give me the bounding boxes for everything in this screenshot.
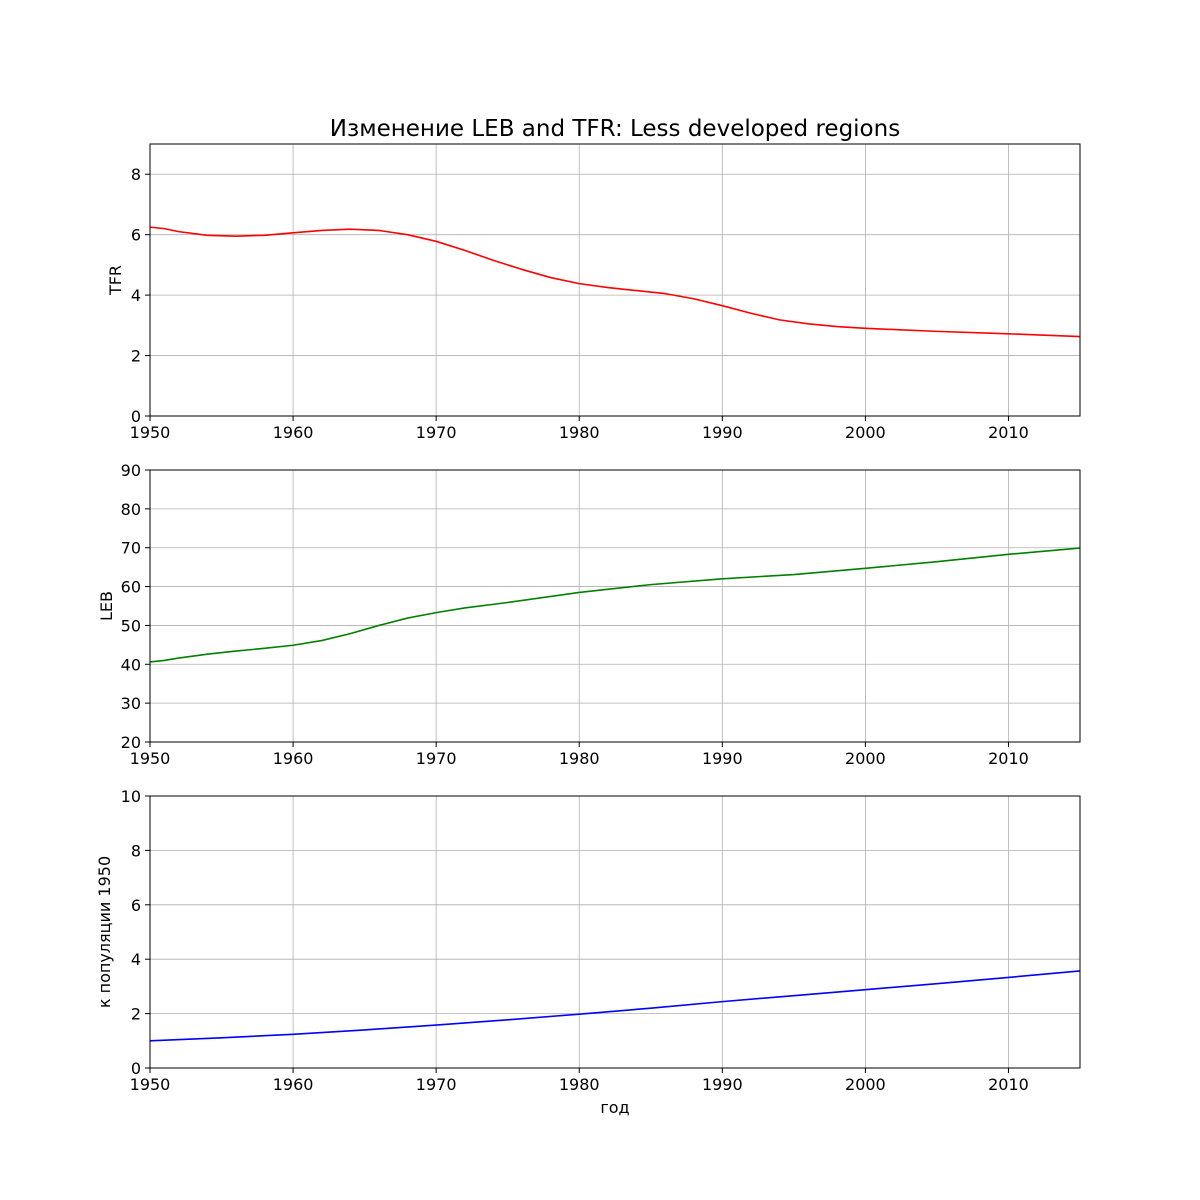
y-tick-label: 30 (121, 694, 141, 713)
x-tick-label: 2010 (988, 423, 1029, 442)
y-tick-label: 6 (131, 226, 141, 245)
series-line-1 (149, 547, 1081, 663)
x-tick-label: 1970 (416, 749, 457, 768)
x-tick-label: 1970 (416, 423, 457, 442)
chart-panels: 1950 1960 1970 1980 1990 2000 201002468TFR1950… (95, 143, 1081, 1117)
x-tick-label: 1990 (702, 423, 743, 442)
x-tick-label: 2010 (988, 1075, 1029, 1094)
plot-frame (149, 795, 1081, 1069)
y-tick-label: 0 (131, 407, 141, 426)
x-tick-label: 2010 (988, 749, 1029, 768)
y-tick-label: 90 (121, 461, 141, 480)
x-tick-label: 1980 (559, 423, 600, 442)
y-tick-label: 4 (131, 286, 141, 305)
panel-3: 1950 1960 1970 1980 1990 2000 2010 0 2 4 6 8 10 к поп… (95, 787, 1081, 1117)
x-tick-label: 1950 (130, 1075, 171, 1094)
y-tick-label: 2 (131, 1005, 141, 1024)
x-tick-label: 1990 (702, 749, 743, 768)
y-tick-label: 50 (121, 616, 141, 635)
chart-title: Изменение LEB and TFR: Less developed re… (330, 116, 900, 142)
x-tick-label: 1990 (702, 1075, 743, 1094)
panel-2: 1950 1960 1970 1980 1990 2000 2010 20 30 40 50 60 70… (97, 461, 1081, 768)
y-tick-label: 6 (131, 896, 141, 915)
y-tick-label: 80 (121, 500, 141, 519)
y-tick-label: 10 (121, 787, 141, 806)
y-axis-label: к популяции 1950 (95, 856, 114, 1008)
x-tick-label: 1980 (559, 1075, 600, 1094)
x-tick-label: 1960 (273, 749, 314, 768)
x-axis-label: год (600, 1098, 629, 1117)
x-tick-label: 1950 (130, 749, 171, 768)
panel-1: 1950 1960 1970 1980 1990 2000 2010 0 2 4 6 8 TFR (106, 143, 1081, 442)
y-tick-label: 8 (131, 165, 141, 184)
y-tick-label: 0 (131, 1059, 141, 1078)
y-axis-label: TFR (106, 265, 125, 296)
plot-frame (149, 469, 1081, 743)
y-tick-label: 20 (121, 733, 141, 752)
plot-frame (149, 143, 1081, 417)
series-line-1 (149, 226, 1081, 338)
x-tick-label: 1950 (130, 423, 171, 442)
y-tick-label: 4 (131, 950, 141, 969)
x-tick-label: 1960 (273, 423, 314, 442)
y-axis-label: LEB (97, 591, 116, 621)
x-tick-label: 1980 (559, 749, 600, 768)
y-tick-label: 70 (121, 539, 141, 558)
y-tick-label: 60 (121, 578, 141, 597)
y-tick-label: 8 (131, 841, 141, 860)
y-tick-label: 2 (131, 347, 141, 366)
x-tick-label: 1970 (416, 1075, 457, 1094)
x-tick-label: 1960 (273, 1075, 314, 1094)
series-line-1 (149, 970, 1081, 1042)
x-tick-label: 2000 (845, 423, 886, 442)
x-tick-label: 2000 (845, 749, 886, 768)
x-tick-label: 2000 (845, 1075, 886, 1094)
y-tick-label: 40 (121, 655, 141, 674)
